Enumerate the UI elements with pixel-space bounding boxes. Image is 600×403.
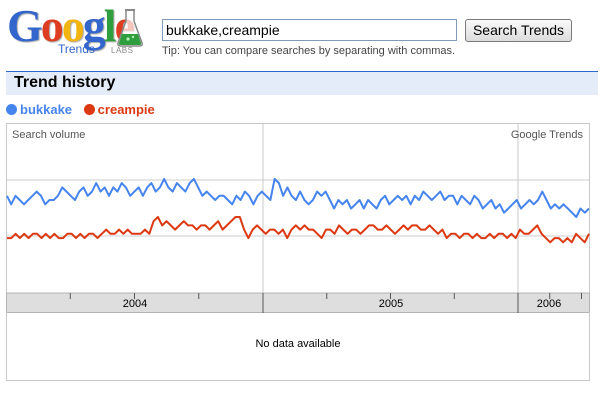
- search-trends-button[interactable]: Search Trends: [465, 19, 572, 42]
- logo-letter: G: [7, 0, 43, 51]
- logo-product-name: Trends: [58, 42, 95, 56]
- logo-labs-badge: LABS: [111, 46, 134, 55]
- year-label-2004: 2004: [123, 298, 147, 310]
- flask-icon: [117, 9, 143, 47]
- logo-letter: g: [82, 0, 106, 51]
- logo-letter: o: [61, 0, 85, 51]
- series-line-creampie: [7, 216, 590, 244]
- series-layer: [6, 177, 590, 244]
- legend-dot-icon: [6, 104, 17, 115]
- legend-item-creampie[interactable]: creampie: [83, 102, 155, 117]
- trend-chart: Search volume Google Trends 2004 2005 20…: [6, 123, 590, 313]
- legend-dot-icon: [83, 104, 95, 115]
- year-label-2005: 2005: [379, 298, 403, 310]
- search-input[interactable]: [162, 19, 457, 41]
- series-line-bukkake: [6, 177, 590, 218]
- details-panel: No data available: [6, 312, 590, 381]
- corner-label-left: Search volume: [12, 129, 85, 141]
- search-tip: Tip: You can compare searches by separat…: [162, 45, 456, 57]
- google-trends-logo[interactable]: Google Trends LABS: [7, 0, 157, 60]
- no-data-message: No data available: [255, 338, 341, 350]
- legend-label: bukkake: [20, 102, 73, 117]
- tick-layer: [69, 293, 582, 299]
- corner-label-right: Google Trends: [511, 129, 584, 141]
- trend-history-header: Trend history: [6, 71, 598, 95]
- logo-letter: o: [40, 0, 64, 51]
- chart-legend: bukkake creampie: [6, 102, 163, 120]
- chart-frame: [6, 123, 590, 313]
- legend-item-bukkake[interactable]: bukkake: [6, 102, 72, 117]
- timeline-bar: [6, 292, 590, 313]
- logo-letter: l: [103, 0, 117, 51]
- legend-label: creampie: [97, 102, 155, 117]
- year-label-2006: 2006: [537, 298, 561, 310]
- section-title: Trend history: [14, 74, 116, 91]
